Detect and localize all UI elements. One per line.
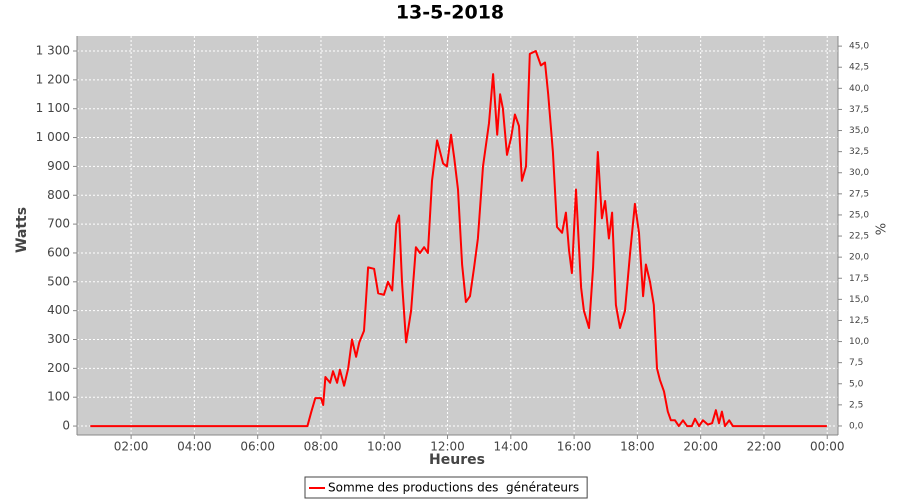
x-tick-label: 00:00	[810, 440, 845, 454]
y-tick-label: 500	[47, 274, 70, 288]
y-tick-label: 700	[47, 217, 70, 231]
y-tick-label: 1 200	[36, 72, 70, 86]
series-line	[90, 50, 827, 428]
y2-tick-label: 17,5	[849, 274, 869, 284]
y-tick-label: 800	[47, 188, 70, 202]
y-axis-label: Watts	[14, 207, 30, 253]
y2-tick-label: 22,5	[849, 232, 869, 242]
x-tick-label: 18:00	[620, 440, 655, 454]
x-tick-label: 20:00	[683, 440, 718, 454]
y2-tick-label: 7,5	[849, 358, 863, 368]
y2-tick-label: 32,5	[849, 147, 869, 157]
y2-tick-label: 37,5	[849, 105, 869, 115]
y2-tick-label: 15,0	[849, 295, 869, 305]
legend-label: Somme des productions des générateurs	[328, 481, 579, 495]
y2-tick-label: 0,0	[849, 421, 864, 431]
y-tick-label: 300	[47, 332, 70, 346]
y-tick-label: 900	[47, 159, 70, 173]
chart-title: 13-5-2018	[396, 2, 504, 24]
x-tick-label: 12:00	[430, 440, 465, 454]
x-tick-label: 08:00	[304, 440, 339, 454]
x-tick-label: 10:00	[367, 440, 402, 454]
y2-tick-label: 2,5	[849, 400, 863, 410]
y2-tick-label: 25,0	[849, 210, 869, 220]
y-tick-label: 400	[47, 303, 70, 317]
x-tick-label: 22:00	[747, 440, 782, 454]
y-tick-label: 1 100	[36, 101, 70, 115]
plot-area	[77, 36, 838, 435]
y2-tick-label: 27,5	[849, 189, 869, 199]
y2-axis-label: %	[875, 223, 890, 235]
y2-tick-label: 5,0	[849, 379, 864, 389]
y-tick-label: 0	[62, 419, 70, 433]
x-tick-label: 16:00	[557, 440, 592, 454]
y2-tick-label: 12,5	[849, 316, 869, 326]
y-tick-label: 200	[47, 361, 70, 375]
x-tick-label: 06:00	[240, 440, 275, 454]
x-tick-label: 14:00	[494, 440, 529, 454]
y2-tick-label: 42,5	[849, 63, 869, 73]
y2-tick-label: 45,0	[849, 42, 869, 52]
x-axis-label: Heures	[429, 452, 485, 468]
x-tick-label: 04:00	[177, 440, 212, 454]
y2-tick-label: 30,0	[849, 168, 869, 178]
y-tick-label: 1 000	[36, 130, 70, 144]
y2-tick-label: 35,0	[849, 126, 869, 136]
x-tick-label: 02:00	[114, 440, 149, 454]
y2-tick-label: 40,0	[849, 84, 869, 94]
y2-tick-label: 20,0	[849, 253, 869, 263]
y-tick-label: 1 300	[36, 44, 70, 58]
legend-box	[304, 476, 588, 499]
y2-tick-label: 10,0	[849, 337, 869, 347]
y-tick-label: 100	[47, 390, 70, 404]
y-tick-label: 600	[47, 245, 70, 259]
